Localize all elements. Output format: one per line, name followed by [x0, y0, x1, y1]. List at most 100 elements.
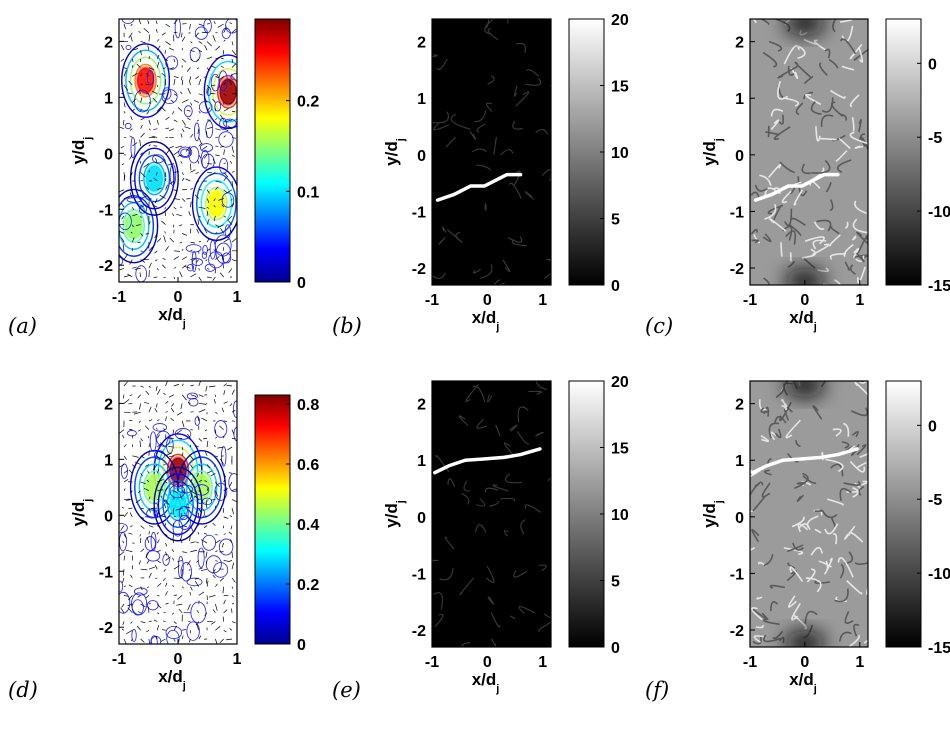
vector-arrow	[181, 48, 184, 51]
contour-noise	[214, 101, 222, 112]
vector-arrow	[132, 213, 138, 217]
vector-arrow	[146, 629, 150, 633]
x-axis-label-sub: j	[495, 321, 499, 333]
vector-arrow	[198, 507, 202, 514]
vector-arrow	[181, 177, 185, 182]
vector-arrow	[177, 595, 183, 600]
colorbar-tick-label: 10	[611, 145, 629, 162]
contour-noise	[144, 536, 156, 551]
vector-arrow	[165, 58, 168, 62]
vector-arrow	[231, 595, 234, 598]
texture-streak	[778, 636, 785, 644]
texture-streak	[787, 562, 796, 569]
contour-noise	[221, 192, 235, 208]
panel-label: (f)	[645, 678, 669, 702]
vector-arrow	[203, 532, 208, 535]
vector-arrow	[122, 577, 125, 583]
contour-noise	[219, 117, 227, 130]
texture-streak	[754, 184, 768, 192]
texture-streak	[433, 592, 443, 610]
y-tick-label: -2	[730, 261, 744, 278]
vector-arrow	[198, 137, 202, 144]
vector-arrow	[198, 154, 202, 159]
colorbar	[885, 18, 922, 286]
vector-arrow	[187, 560, 191, 566]
texture-streak	[432, 559, 439, 563]
texture-streak	[767, 163, 782, 179]
texture-streak	[828, 234, 841, 247]
vector-arrow	[215, 118, 217, 121]
contour-noise	[169, 164, 177, 186]
vector-arrow	[169, 180, 175, 185]
vector-arrow	[181, 32, 183, 38]
vector-arrow	[227, 446, 233, 451]
contour-noise	[186, 264, 194, 272]
vector-arrow	[164, 231, 166, 234]
texture-streak	[813, 39, 827, 51]
vector-arrow	[190, 479, 193, 483]
vector-arrow	[157, 443, 162, 448]
texture-streak	[821, 97, 834, 113]
texture-streak	[502, 259, 511, 273]
vector-arrow	[231, 146, 234, 153]
vector-arrow	[127, 603, 133, 607]
texture-streak	[780, 242, 783, 258]
y-tick-label: 0	[417, 148, 426, 165]
vector-arrow	[181, 452, 184, 456]
vector-arrow	[217, 23, 224, 28]
vector-arrow	[213, 198, 216, 202]
vector-arrow	[130, 115, 133, 121]
vector-arrow	[215, 240, 219, 243]
contour-line	[196, 172, 237, 235]
vector-arrow	[203, 437, 208, 440]
vector-arrow	[204, 612, 208, 616]
vector-arrow	[206, 198, 210, 203]
vector-arrow	[123, 555, 126, 561]
texture-streak	[509, 424, 518, 432]
vector-arrow	[231, 621, 236, 624]
vector-arrow	[206, 131, 208, 138]
y-axis-label: y/dj	[700, 500, 725, 528]
vector-arrow	[128, 584, 133, 587]
vector-arrow	[165, 534, 168, 536]
x-axis-label: x/dj	[158, 305, 186, 330]
vector-arrow	[215, 232, 218, 234]
texture-streak	[858, 118, 862, 133]
panel-label: (e)	[332, 678, 361, 702]
vector-arrow	[217, 446, 224, 449]
contour-noise	[150, 531, 157, 551]
vector-arrow	[173, 383, 180, 387]
y-axis-label-main: y/d	[69, 140, 88, 165]
texture-streak	[843, 481, 861, 486]
plot-area	[432, 19, 551, 285]
vector-arrow	[215, 490, 218, 497]
vector-arrow	[217, 224, 224, 228]
vector-arrow	[131, 207, 135, 211]
vector-arrow	[231, 203, 235, 208]
texture-streak	[812, 405, 823, 420]
y-tick-label: -1	[99, 202, 113, 219]
contour-noise	[156, 430, 171, 447]
contour-noise	[210, 73, 221, 92]
axes-frame	[431, 18, 552, 286]
y-axis-label-main: y/d	[700, 141, 719, 166]
vector-arrow	[157, 525, 161, 528]
vector-arrow	[123, 595, 129, 597]
contour-noise	[166, 629, 180, 644]
colorbar	[568, 380, 605, 648]
texture-streak	[465, 383, 479, 402]
vector-arrow	[181, 198, 186, 202]
texture-streak	[432, 111, 449, 124]
texture-streak	[798, 523, 811, 531]
vector-arrow	[171, 403, 175, 407]
vector-arrow	[156, 238, 162, 243]
vector-arrow	[212, 158, 216, 164]
vector-arrow	[206, 470, 213, 474]
contour-line	[134, 63, 157, 98]
vector-arrow	[231, 49, 237, 56]
colorbar-tick-label: -5	[928, 492, 942, 509]
y-axis-label-sub: j	[395, 500, 407, 504]
vector-arrow	[172, 508, 175, 515]
vector-arrow	[223, 238, 230, 243]
vector-arrow	[197, 523, 200, 526]
